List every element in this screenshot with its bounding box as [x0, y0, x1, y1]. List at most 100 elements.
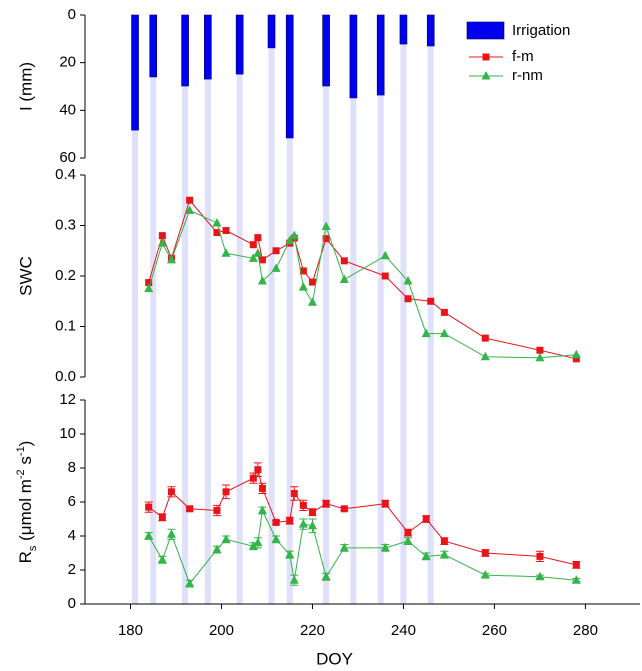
y-tick-label: 0	[68, 6, 76, 23]
marker	[481, 334, 489, 342]
irrigation-band	[132, 15, 139, 604]
marker	[289, 230, 299, 240]
marker	[536, 346, 544, 354]
marker	[289, 575, 299, 584]
marker	[186, 505, 194, 513]
marker	[272, 247, 280, 255]
marker	[321, 571, 331, 581]
y-tick-label: 0.3	[55, 216, 76, 233]
y-tick-label: 0	[68, 595, 76, 612]
bar	[149, 14, 158, 78]
marker	[221, 248, 231, 257]
bar	[285, 14, 294, 139]
marker	[213, 229, 221, 237]
y-tick-label: 20	[59, 54, 76, 71]
marker	[440, 308, 448, 316]
y-tick-label: 0.1	[55, 317, 76, 334]
series-line	[148, 209, 577, 359]
legend-label: Irrigation	[512, 22, 570, 39]
y-tick-label: 0.0	[55, 368, 76, 385]
marker	[254, 466, 262, 474]
y-axis-label-part: (μmol m	[16, 479, 35, 545]
bar	[235, 14, 244, 75]
marker	[249, 241, 257, 249]
marker	[536, 552, 544, 560]
bar	[349, 14, 358, 99]
marker	[308, 278, 316, 286]
marker	[307, 297, 317, 306]
marker	[257, 276, 267, 285]
marker	[571, 349, 581, 359]
legend-marker	[482, 53, 490, 61]
irrigation-band	[400, 15, 407, 604]
legend-swatch	[466, 21, 505, 40]
marker	[422, 515, 430, 523]
marker	[185, 205, 195, 214]
irrigation-band	[204, 15, 211, 604]
irrigation-band	[236, 15, 243, 604]
marker	[212, 544, 222, 554]
marker	[285, 235, 295, 245]
marker	[439, 549, 449, 559]
marker	[535, 352, 545, 362]
marker	[481, 549, 489, 557]
legend-label: f-m	[512, 48, 534, 65]
marker	[298, 282, 308, 291]
marker	[157, 554, 167, 564]
marker	[249, 474, 257, 482]
irrigation-band	[350, 15, 357, 604]
y-tick-label: 10	[59, 425, 76, 442]
marker	[403, 536, 413, 545]
marker	[145, 503, 153, 511]
bar	[131, 14, 139, 131]
bar	[426, 14, 435, 47]
marker	[571, 575, 581, 584]
y-axis-label-part: R	[16, 551, 35, 563]
y-axis-label: SWC	[16, 256, 35, 296]
y-axis-label-part: -1	[15, 446, 27, 456]
marker	[298, 519, 308, 528]
y-axis-label-part: -2	[15, 469, 27, 479]
x-tick-label: 200	[209, 622, 234, 639]
bar	[376, 14, 385, 96]
marker	[158, 232, 166, 240]
marker	[212, 217, 222, 227]
marker	[380, 250, 390, 260]
marker	[286, 517, 294, 525]
y-tick-label: 0.4	[55, 166, 76, 183]
marker	[253, 537, 263, 547]
irrigation-band	[323, 15, 330, 604]
marker	[271, 534, 281, 543]
marker	[257, 505, 267, 514]
irrigation-band	[268, 15, 275, 604]
marker	[440, 537, 448, 545]
marker	[535, 571, 545, 581]
marker	[167, 488, 175, 496]
bar	[399, 14, 408, 45]
y-axis-label: Rs (μmol m-2 s-1)	[15, 441, 39, 564]
x-tick-label: 220	[300, 622, 325, 639]
marker	[404, 295, 412, 303]
marker	[299, 501, 307, 509]
marker	[271, 263, 281, 272]
y-axis-label-part: )	[16, 441, 35, 447]
marker	[213, 507, 221, 514]
marker	[144, 283, 154, 293]
marker	[340, 257, 348, 265]
marker	[299, 267, 307, 275]
marker	[258, 256, 266, 264]
marker	[427, 297, 435, 305]
y-axis-label: I (mm)	[16, 62, 35, 111]
marker	[308, 508, 316, 516]
marker	[480, 570, 490, 579]
x-tick-label: 240	[391, 622, 416, 639]
marker	[248, 253, 258, 262]
y-tick-label: 2	[68, 561, 76, 578]
y-axis-label-part: s	[27, 545, 39, 551]
legend-marker	[481, 71, 491, 80]
marker	[254, 234, 262, 242]
marker	[186, 196, 194, 204]
marker	[404, 529, 412, 537]
y-tick-label: 8	[68, 459, 76, 476]
